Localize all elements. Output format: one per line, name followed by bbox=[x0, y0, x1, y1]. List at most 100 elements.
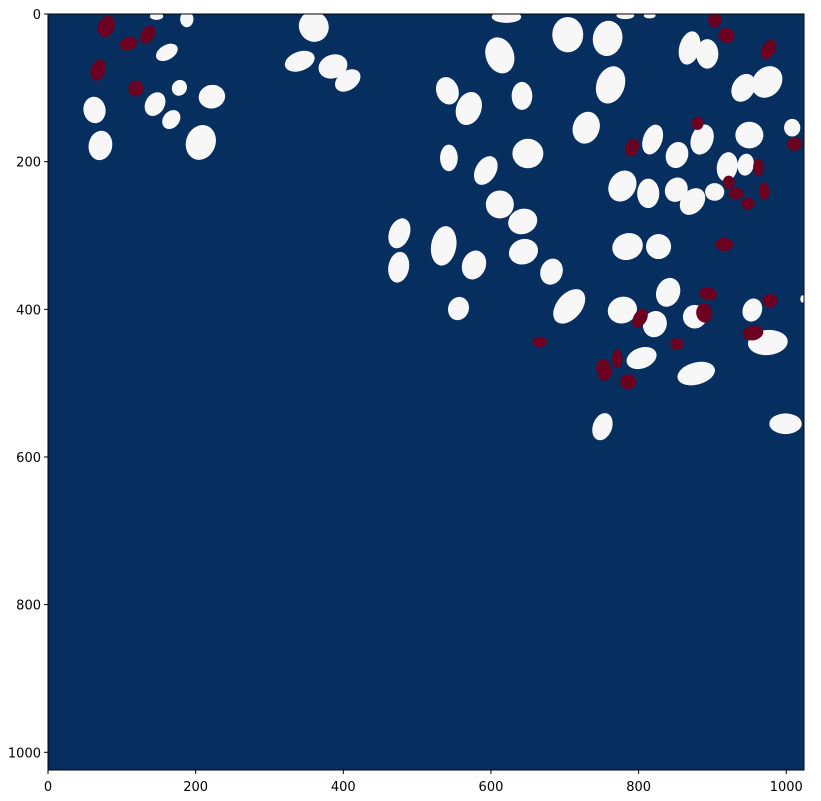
mask-region-class-1 bbox=[705, 183, 725, 201]
mask-region-class-1 bbox=[800, 295, 804, 303]
mask-region-class-1 bbox=[144, 92, 166, 116]
mask-region-class-2 bbox=[632, 308, 648, 328]
mask-region-class-2 bbox=[742, 325, 764, 341]
mask-region-class-1 bbox=[646, 234, 672, 260]
mask-region-class-1 bbox=[751, 66, 783, 98]
mask-region-class-1 bbox=[88, 130, 113, 161]
mask-region-class-1 bbox=[447, 296, 470, 321]
mask-region-class-1 bbox=[83, 96, 106, 124]
mask-region-class-1 bbox=[491, 14, 522, 23]
mask-region-class-1 bbox=[435, 77, 459, 105]
mask-region-class-1 bbox=[552, 16, 584, 53]
y-tick-label: 600 bbox=[16, 451, 41, 466]
mask-region-class-1 bbox=[485, 190, 514, 219]
mask-region-class-1 bbox=[595, 66, 626, 104]
mask-region-class-1 bbox=[642, 310, 667, 338]
mask-region-class-1 bbox=[511, 81, 533, 110]
mask-region-class-1 bbox=[637, 178, 660, 209]
mask-region-class-2 bbox=[532, 336, 548, 347]
mask-region-class-1 bbox=[455, 91, 482, 126]
mask-region-class-2 bbox=[753, 158, 764, 177]
mask-region-class-1 bbox=[553, 289, 586, 324]
mask-region-class-1 bbox=[742, 298, 763, 322]
y-tick-label: 200 bbox=[16, 156, 41, 171]
mask-region-class-2 bbox=[758, 182, 770, 201]
mask-region-class-1 bbox=[180, 14, 194, 28]
mask-region-class-2 bbox=[119, 36, 138, 51]
mask-region-class-1 bbox=[508, 208, 538, 235]
mask-region-class-2 bbox=[728, 187, 744, 200]
x-tick-label: 200 bbox=[183, 780, 208, 795]
x-tick-label: 1000 bbox=[770, 780, 803, 795]
mask-region-class-1 bbox=[735, 121, 764, 149]
x-tick-label: 0 bbox=[44, 780, 52, 795]
mask-region-class-1 bbox=[626, 346, 657, 370]
mask-region-class-1 bbox=[607, 296, 637, 324]
mask-region-class-2 bbox=[691, 116, 704, 130]
mask-region-class-2 bbox=[722, 175, 735, 189]
mask-region-class-1 bbox=[642, 124, 664, 155]
mask-region-class-1 bbox=[388, 251, 410, 283]
mask-region-class-2 bbox=[596, 358, 612, 381]
mask-region-class-1 bbox=[690, 124, 714, 155]
mask-region-class-1 bbox=[592, 413, 613, 441]
mask-region-class-2 bbox=[90, 59, 107, 81]
mask-region-class-2 bbox=[699, 287, 717, 301]
y-axis: 0 200 400 600 800 1000 bbox=[8, 8, 48, 761]
mask-region-class-1 bbox=[473, 156, 498, 185]
mask-region-class-1 bbox=[716, 152, 738, 182]
mask-region-class-2 bbox=[787, 137, 802, 151]
mask-region-class-2 bbox=[128, 80, 144, 97]
plot-frame bbox=[47, 13, 805, 771]
x-axis: 0 200 400 600 800 1000 bbox=[44, 770, 803, 795]
mask-region-class-2 bbox=[715, 237, 734, 251]
mask-region-class-1 bbox=[572, 111, 600, 144]
mask-region-class-2 bbox=[760, 39, 777, 59]
x-tick-label: 600 bbox=[479, 780, 504, 795]
mask-region-class-2 bbox=[670, 338, 684, 350]
mask-region-class-1 bbox=[643, 14, 656, 19]
mask-region-class-2 bbox=[612, 349, 623, 369]
mask-region-class-2 bbox=[97, 15, 115, 38]
mask-region-class-2 bbox=[741, 197, 755, 210]
mask-region-class-1 bbox=[284, 50, 315, 72]
mask-region-class-1 bbox=[769, 413, 802, 435]
mask-region-class-1 bbox=[784, 118, 801, 137]
mask-region-class-1 bbox=[512, 138, 544, 169]
mask-region-class-1 bbox=[162, 110, 181, 130]
mask-region-class-1 bbox=[608, 170, 637, 202]
mask-region-class-1 bbox=[679, 188, 706, 215]
mask-region-class-1 bbox=[155, 43, 178, 62]
mask-region-class-2 bbox=[620, 374, 637, 390]
mask-region-class-1 bbox=[171, 79, 187, 96]
y-tick-label: 400 bbox=[16, 303, 41, 318]
plot-background bbox=[48, 14, 804, 770]
mask-region-class-1 bbox=[335, 69, 361, 92]
mask-region-class-1 bbox=[318, 54, 348, 79]
mask-region-class-1 bbox=[612, 232, 643, 261]
mask-region-class-1 bbox=[461, 250, 487, 280]
mask-region-class-2 bbox=[625, 138, 639, 157]
mask-region-class-1 bbox=[388, 218, 411, 249]
mask-region-class-1 bbox=[616, 14, 635, 20]
mask-region-class-1 bbox=[696, 39, 719, 69]
mask-region-class-1 bbox=[731, 73, 756, 102]
mask-region-class-2 bbox=[718, 27, 735, 43]
mask-region-class-1 bbox=[149, 14, 164, 20]
mask-region-class-2 bbox=[140, 25, 156, 44]
mask-region-class-1 bbox=[485, 37, 515, 74]
x-tick-label: 400 bbox=[331, 780, 356, 795]
mask-regions bbox=[83, 14, 804, 441]
mask-region-class-1 bbox=[185, 125, 216, 160]
mask-region-class-1 bbox=[440, 144, 458, 172]
mask-region-class-2 bbox=[696, 303, 713, 323]
x-tick-label: 800 bbox=[626, 780, 651, 795]
mask-region-class-1 bbox=[655, 277, 681, 307]
mask-region-class-1 bbox=[677, 361, 715, 386]
y-tick-label: 0 bbox=[33, 8, 41, 23]
mask-region-class-1 bbox=[664, 177, 688, 202]
mask-region-class-1 bbox=[430, 226, 457, 266]
y-tick-label: 1000 bbox=[8, 746, 41, 761]
mask-region-class-2 bbox=[762, 293, 778, 308]
